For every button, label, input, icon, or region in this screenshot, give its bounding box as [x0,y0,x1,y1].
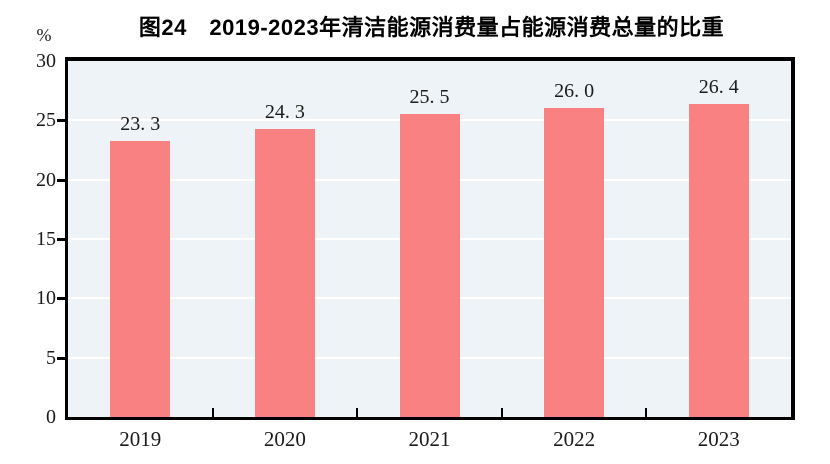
y-axis-tick-label: 5 [46,346,56,369]
bar-2022 [544,108,605,417]
y-axis-tick-label: 25 [36,109,56,132]
x-axis-label: 2020 [263,427,306,451]
bar-2019 [110,140,171,417]
x-axis-label: 2021 [408,427,451,451]
y-axis-unit-label: % [36,25,52,45]
y-axis-tick-label: 30 [36,50,56,72]
x-axis-tick [645,408,648,417]
bar-value-label: 23. 3 [120,112,161,135]
bar-value-label: 25. 5 [409,86,450,109]
y-axis-tick-label: 15 [36,228,56,250]
y-axis-tick-label: 20 [36,168,56,191]
x-axis-label: 2022 [553,427,596,451]
y-axis-tick [57,119,65,123]
bar-value-label: 24. 3 [264,100,305,123]
x-axis-tick [211,408,214,417]
bar-2023 [688,103,749,417]
bar-value-label: 26. 4 [698,75,739,98]
x-axis-label: 2023 [697,427,740,451]
y-axis-tick [57,356,65,360]
y-axis-tick-label: 10 [36,287,56,310]
y-axis-tick [57,297,65,301]
bar-value-label: 26. 0 [554,80,595,103]
bar-2021 [399,114,460,417]
bar-2020 [254,128,315,417]
y-axis-tick [57,178,65,182]
y-axis-tick [57,238,65,241]
x-axis-tick [356,408,359,417]
y-axis-tick-label: 0 [46,406,56,428]
chart-title: 图24 2019-2023年清洁能源消费量占能源消费总量的比重 [138,15,725,40]
x-axis-label: 2019 [119,427,162,451]
x-axis-tick [500,408,503,417]
